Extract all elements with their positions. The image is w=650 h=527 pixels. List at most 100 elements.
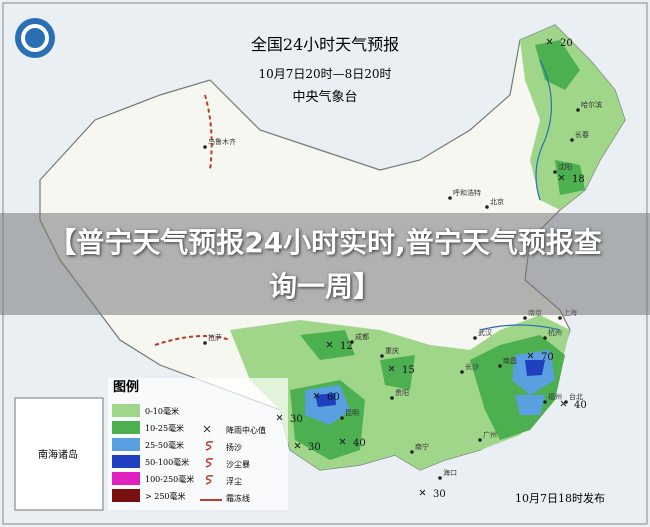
rain-center-value: 40 (353, 438, 366, 449)
city-label: 拉萨 (208, 333, 222, 342)
rain-center-mark (419, 489, 426, 496)
city-dot (350, 340, 354, 344)
legend-swatch (112, 489, 140, 502)
rain-area (305, 350, 555, 425)
legend-swatch (112, 404, 140, 417)
rain-center-mark (294, 442, 301, 449)
city-dot (553, 170, 557, 174)
legend-swatch (112, 455, 140, 468)
city-label: 呼和浩特 (453, 188, 481, 197)
legend-label: 0-10毫米 (145, 406, 179, 416)
rain-center-mark (313, 392, 320, 399)
city-label: 南昌 (503, 356, 517, 365)
city-label: 台北 (569, 392, 583, 401)
city-dot (473, 336, 477, 340)
banner-band (0, 213, 650, 315)
rain-area (555, 160, 585, 195)
legend-swatch (112, 421, 140, 434)
city-dot (380, 354, 384, 358)
city-dot (570, 138, 574, 142)
rain-center-mark (558, 174, 565, 181)
map-period: 10月7日20时—8日20时 (258, 67, 391, 81)
legend-swatch (112, 472, 140, 485)
rain-center-value: 20 (560, 38, 573, 49)
frost-line (154, 94, 231, 346)
issue-time: 10月7日18时发布 (515, 491, 605, 505)
legend-label: 扬沙 (226, 442, 242, 452)
city-dot (543, 400, 547, 404)
city-label: 昆明 (345, 409, 359, 417)
legend-title: 图例 (113, 379, 139, 395)
rain-area (290, 330, 565, 460)
legend-label: 100-250毫米 (145, 474, 194, 484)
symbol-s (205, 475, 214, 485)
rain-center-value: 30 (308, 442, 321, 453)
symbol-cross (203, 425, 211, 433)
rain-center-mark (546, 38, 553, 45)
rain-center-mark (339, 438, 346, 445)
city-label: 北京 (490, 197, 504, 206)
city-label: 贵阳 (395, 388, 409, 397)
city-label: 长沙 (465, 362, 479, 371)
legend-label: 沙尘暴 (226, 459, 250, 469)
city-label: 长春 (575, 130, 589, 139)
logo (15, 18, 55, 58)
symbol-s (205, 441, 214, 451)
rain-center-value: 30 (290, 414, 303, 425)
rain-center-mark (388, 365, 395, 372)
river (479, 59, 561, 331)
rain-center-value: 12 (340, 341, 353, 352)
city-label: 南宁 (415, 442, 429, 451)
inset-box (14, 397, 104, 511)
city-dot (485, 205, 489, 209)
rain-center-value: 40 (574, 400, 587, 411)
rain-center-mark (276, 414, 283, 421)
rain-center-value: 18 (572, 174, 585, 185)
city-label: 武汉 (478, 328, 492, 337)
rain-center-value: 60 (327, 392, 340, 403)
city-dot (203, 341, 207, 345)
city-label: 福州 (548, 392, 562, 401)
city-dot (564, 400, 568, 404)
city-label: 沈阳 (558, 162, 572, 171)
rain-center-mark (326, 341, 333, 348)
city-label: 成都 (355, 332, 369, 341)
legend-label: > 250毫米 (145, 491, 186, 501)
city-dot (390, 396, 394, 400)
legend-label: 25-50毫米 (145, 440, 184, 450)
city-dot (543, 336, 547, 340)
rain-center-mark (560, 400, 567, 407)
city-label: 哈尔滨 (581, 100, 602, 109)
legend-label: 10-25毫米 (145, 423, 184, 433)
city-dot (203, 145, 207, 149)
city-label: 广州 (483, 430, 497, 439)
rain-area (535, 40, 580, 90)
legend-label: 浮尘 (226, 476, 242, 486)
city-dot (340, 416, 344, 420)
map-title: 全国24小时天气预报 (251, 35, 399, 54)
logo-swirl (21, 24, 49, 52)
inset-label: 南海诸岛 (38, 448, 78, 461)
city-dot (576, 108, 580, 112)
legend-label: 降雨中心值 (226, 425, 266, 435)
city-dot (438, 476, 442, 480)
city-dot (410, 450, 414, 454)
rain-center-mark (527, 352, 534, 359)
city-dot (460, 370, 464, 374)
rain-center-value: 70 (541, 352, 554, 363)
symbol-s (205, 458, 214, 468)
legend-label: 50-100毫米 (145, 457, 189, 467)
city-dot (478, 438, 482, 442)
legend-swatch (112, 438, 140, 451)
city-label: 乌鲁木齐 (208, 137, 236, 146)
rain-center-value: 30 (433, 489, 446, 500)
rain-center-value: 15 (402, 365, 415, 376)
banner-text: 【普宁天气预报24小时实时,普宁天气预报查询一周】 (48, 226, 602, 303)
city-label: 重庆 (385, 346, 399, 355)
city-dot (448, 196, 452, 200)
map-issuer: 中央气象台 (292, 89, 357, 105)
city-label: 海口 (443, 468, 457, 477)
legend-label: 霜冻线 (226, 493, 250, 503)
city-dot (498, 364, 502, 368)
